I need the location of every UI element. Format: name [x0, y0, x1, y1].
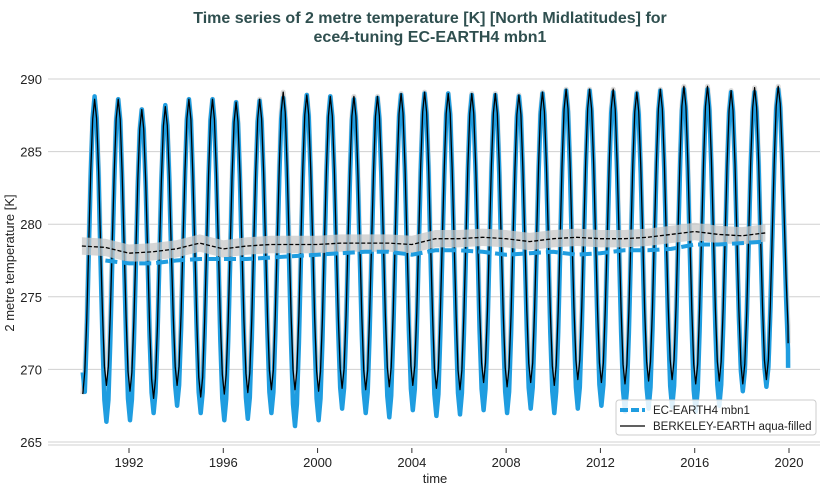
x-tick-label-2000: 2000: [303, 455, 332, 470]
x-tick-label-2008: 2008: [492, 455, 521, 470]
legend-model-label: EC-EARTH4 mbn1: [653, 405, 750, 417]
legend: EC-EARTH4 mbn1 BERKELEY-EARTH aqua-fille…: [615, 399, 817, 436]
obs-monthly-line: [82, 85, 789, 400]
legend-obs-label: BERKELEY-EARTH aqua-filled: [653, 421, 812, 433]
x-tick-label-2012: 2012: [586, 455, 615, 470]
x-tick-label-1992: 1992: [115, 455, 144, 470]
plot-area: [80, 83, 791, 429]
y-axis-ticks: 265 270 275 280 285 290: [20, 72, 42, 450]
x-tick-label-2016: 2016: [680, 455, 709, 470]
y-tick-label-275: 275: [20, 290, 42, 305]
x-tick-label-2004: 2004: [397, 455, 426, 470]
x-tick-label-2020: 2020: [775, 455, 804, 470]
y-axis-label: 2 metre temperature [K]: [2, 194, 17, 331]
y-tick-label-270: 270: [20, 362, 42, 377]
y-tick-label-280: 280: [20, 217, 42, 232]
x-axis-ticks: 1992 1996 2000 2004 2008 2012 2016 2020: [115, 448, 804, 470]
obs-running-mean-line: [81, 230, 766, 254]
x-tick-label-1996: 1996: [209, 455, 238, 470]
y-tick-label-290: 290: [20, 72, 42, 87]
y-tick-label-285: 285: [20, 145, 42, 160]
model-running-mean-line: [105, 239, 766, 266]
chart-title-line-2: ece4-tuning EC-EARTH4 mbn1: [314, 29, 547, 46]
chart-title-line-1: Time series of 2 metre temperature [K] […: [193, 10, 667, 27]
obs-running-mean-band: [81, 222, 766, 262]
y-tick-label-265: 265: [20, 435, 42, 450]
x-axis-label: time: [423, 471, 448, 486]
